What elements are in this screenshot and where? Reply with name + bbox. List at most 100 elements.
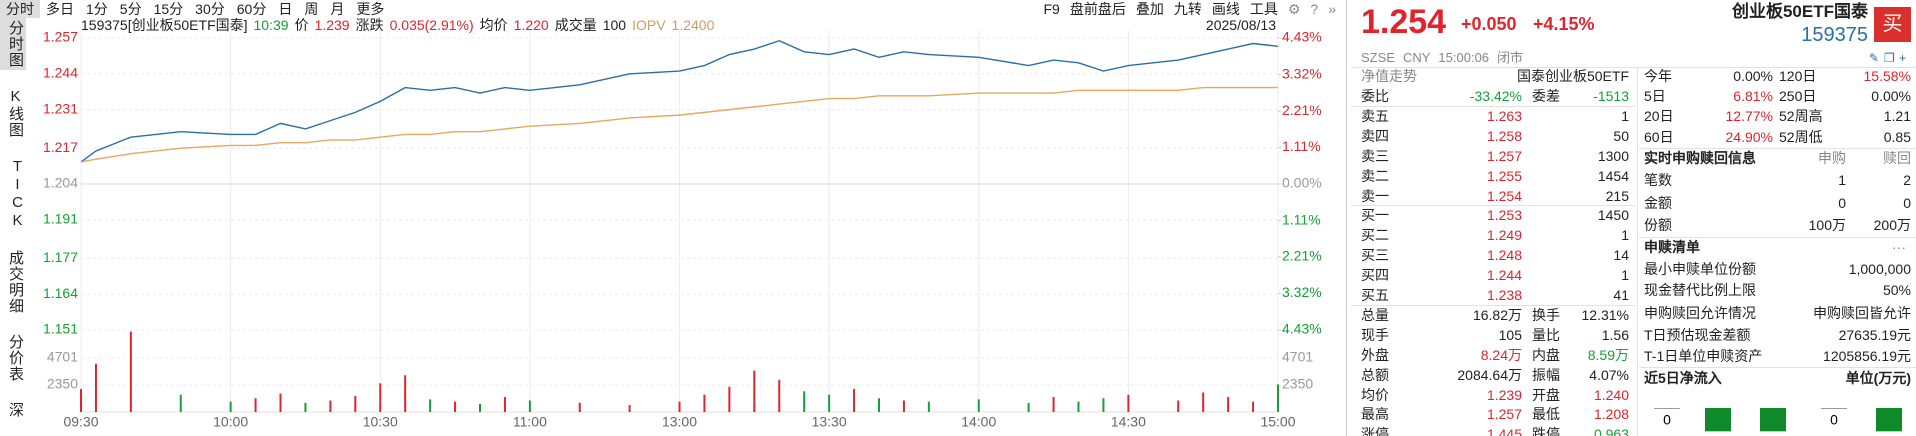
book-price: 1.254 — [1486, 187, 1522, 204]
row-value: 1.56 — [1601, 326, 1629, 343]
y-tick-label: 1.164 — [43, 285, 78, 301]
side-tab[interactable]: K线图 — [7, 88, 24, 138]
x-tick-label: 10:00 — [213, 414, 248, 430]
row-value: 0.85 — [1883, 129, 1911, 145]
volume-bar — [479, 403, 481, 412]
row-label: 最小申赎单位份额 — [1644, 261, 1756, 277]
volume-bar — [279, 393, 282, 412]
panel-icon[interactable]: ✎ — [1869, 51, 1880, 65]
tool-button[interactable]: 工具 — [1249, 1, 1278, 17]
volume-bar — [129, 331, 132, 412]
row-value: 1.208 — [1593, 406, 1629, 423]
row-value: 27635.19元 — [1838, 327, 1911, 343]
volume-bar — [828, 394, 831, 412]
side-tab[interactable]: 成交明细 — [7, 250, 24, 314]
row-label: 60日 — [1644, 129, 1674, 145]
row-value: 1.257 — [1486, 406, 1522, 423]
x-tick-label: 11:00 — [513, 414, 547, 430]
period-tab[interactable]: 5分 — [119, 1, 142, 17]
row-value: 15.58% — [1863, 68, 1911, 84]
tool-button[interactable]: 叠加 — [1135, 1, 1164, 17]
y2-tick-label: 2.21% — [1282, 248, 1322, 264]
row-label: 笔数 — [1644, 172, 1672, 188]
book-volume: 215 — [1605, 187, 1629, 204]
panel-icon[interactable]: ❐ — [1884, 51, 1895, 65]
row-label: 外盘 — [1361, 346, 1389, 363]
period-tab[interactable]: 多日 — [46, 1, 74, 17]
inflow-label: 0 — [1830, 412, 1838, 428]
volume-tick-label: 4701 — [47, 349, 78, 365]
separator — [1637, 67, 1638, 436]
separator — [1351, 105, 1635, 107]
row-label: 20日 — [1644, 108, 1674, 124]
status-text: 闭市 — [1497, 50, 1524, 65]
toolbar: 分时 多日 1分 5分 15分 30分 60分日周月更多 F9 盘前盘后 叠加 九转 画线 工具 ⚙? » — [0, 0, 1344, 18]
period-tab[interactable]: 60分 — [236, 1, 267, 17]
separator — [1351, 67, 1916, 68]
volume-bar — [1252, 401, 1255, 412]
side-tab[interactable]: 深 — [7, 402, 24, 418]
y-tick-label: 1.231 — [43, 100, 78, 116]
book-label: 买五 — [1361, 287, 1389, 303]
period-tab[interactable]: 1分 — [86, 1, 108, 17]
y2-tick-label: 1.11% — [1282, 211, 1321, 227]
y2-tick-label: 1.11% — [1282, 138, 1321, 154]
row-value: 8.24万 — [1480, 346, 1522, 363]
period-tab[interactable]: 周 — [304, 1, 319, 17]
row-value: 100万 — [1808, 217, 1846, 233]
row-value: 24.90% — [1725, 129, 1773, 145]
tool-icon[interactable]: ⚙ — [1287, 1, 1301, 17]
volume-bar — [94, 363, 97, 412]
book-volume: 1454 — [1597, 167, 1629, 184]
period-tab[interactable]: 30分 — [195, 1, 225, 17]
separator — [1351, 205, 1635, 207]
row-value: 1.21 — [1883, 108, 1911, 124]
tool-button[interactable]: F9 — [1043, 1, 1060, 17]
book-price: 1.249 — [1486, 227, 1522, 244]
row-label: 今年 — [1644, 68, 1672, 84]
inflow-bar — [1876, 408, 1902, 432]
info-text: 159375[创业板50ETF国泰] — [81, 17, 248, 33]
side-tab[interactable]: 分价表 — [7, 334, 24, 382]
book-volume: 41 — [1613, 287, 1629, 303]
tool-button[interactable]: 九转 — [1173, 1, 1202, 17]
x-tick-label: 14:30 — [1111, 414, 1146, 430]
row-label: 委差 — [1532, 88, 1560, 104]
volume-bar — [703, 394, 706, 412]
side-tab[interactable]: TICK — [9, 158, 26, 230]
period-tab[interactable]: 更多 — [356, 1, 385, 17]
quote-panel: 1.254 +0.050 +4.15% 创业板50ETF国泰 159375 买 SZSE CN… — [1346, 0, 1916, 436]
row-value: 2 — [1903, 172, 1911, 188]
volume-bar — [1202, 392, 1205, 412]
volume-bar — [578, 402, 581, 412]
period-tab[interactable]: 日 — [278, 1, 293, 17]
row-label: 总额 — [1361, 366, 1389, 383]
row-label: 现手 — [1361, 326, 1389, 343]
book-label: 买一 — [1361, 207, 1389, 224]
row-label: 申购赎回允许情况 — [1644, 305, 1756, 321]
period-tab[interactable]: 15分 — [153, 1, 184, 17]
tool-icon[interactable]: ? — [1310, 1, 1319, 17]
y-tick-label: 1.151 — [43, 321, 78, 337]
info-text: 1.2400 — [671, 17, 715, 33]
period-tab[interactable]: 月 — [330, 1, 345, 17]
row-label: 份额 — [1644, 217, 1672, 233]
book-label: 卖一 — [1361, 187, 1389, 204]
y2-tick-label: 3.32% — [1282, 284, 1322, 300]
y-tick-label: 1.177 — [43, 249, 78, 265]
period-tab[interactable]: 分时 — [0, 0, 40, 18]
panel-icon[interactable]: + — [1899, 51, 1907, 65]
tool-button[interactable]: 画线 — [1211, 1, 1240, 17]
row-label: 跌停 — [1532, 426, 1560, 436]
volume-bar — [229, 401, 232, 412]
row-value: 0.00% — [1733, 68, 1773, 84]
buy-button[interactable]: 买 — [1874, 7, 1911, 42]
side-tab[interactable]: 分时图 — [0, 18, 26, 70]
volume-bar — [927, 401, 930, 412]
tool-icon[interactable]: » — [1328, 1, 1336, 17]
tool-button[interactable]: 盘前盘后 — [1069, 1, 1126, 17]
x-tick-label: 09:30 — [63, 414, 98, 430]
volume-bar — [728, 386, 731, 412]
row-label: 最高 — [1361, 406, 1389, 423]
volume-bar — [902, 400, 905, 412]
